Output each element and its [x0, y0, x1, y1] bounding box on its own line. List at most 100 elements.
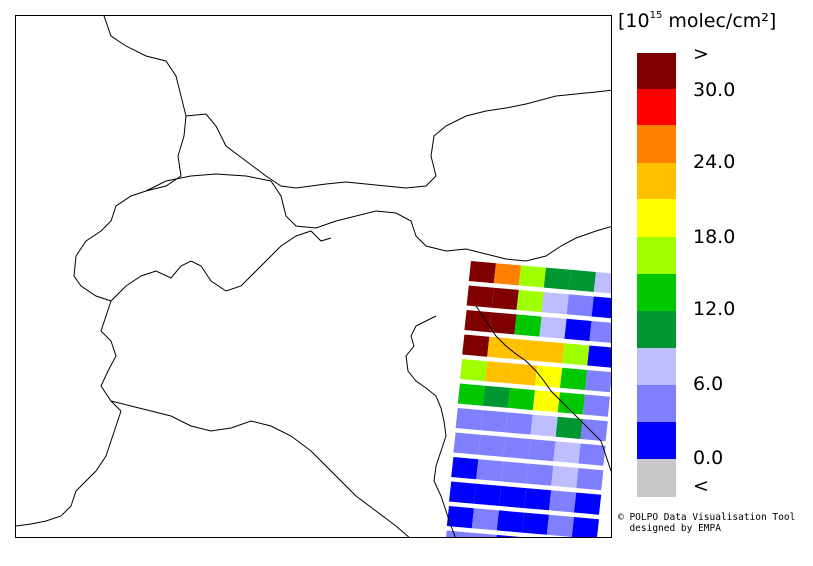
- swath-cell: [571, 517, 599, 537]
- swath-cell: [514, 314, 542, 337]
- swath-cell: [505, 412, 533, 435]
- legend-title: [1015 molec/cm²]: [618, 10, 776, 32]
- swath-cell: [553, 441, 581, 464]
- swath-cell: [528, 439, 556, 462]
- credit-text: © POLPO Data Visualisation Tool designed…: [618, 512, 795, 534]
- legend-label-12: 12.0: [693, 298, 736, 320]
- france-germany-border: [73, 16, 187, 302]
- legend-label-6: 6.0: [693, 373, 724, 395]
- swath-cell: [476, 459, 504, 482]
- swath-cell: [471, 508, 499, 531]
- swath-cell: [518, 265, 546, 288]
- swath-cell: [512, 338, 540, 362]
- swath-cell: [466, 285, 494, 308]
- swath-cell: [535, 365, 563, 388]
- swath-cell: [468, 261, 496, 284]
- swath-cell: [557, 392, 585, 415]
- legend-swatch: [637, 163, 676, 199]
- map-panel[interactable]: [15, 15, 612, 538]
- swath-cell: [564, 318, 592, 341]
- switzerland-outline: [145, 173, 611, 262]
- swath-cell: [580, 419, 608, 442]
- alpine-region-map: [16, 16, 611, 538]
- swath-cell: [543, 267, 571, 290]
- swath-cell: [537, 341, 565, 364]
- swath-cell: [482, 385, 510, 408]
- italy-france-border: [16, 300, 122, 527]
- swath-cell: [541, 292, 569, 315]
- legend-label-24: 24.0: [693, 151, 736, 173]
- legend-swatch: [637, 237, 676, 274]
- swath-cell: [532, 390, 560, 413]
- legend-label-30: 30.0: [693, 79, 736, 101]
- swath-cell: [539, 316, 567, 339]
- swath-cell: [546, 514, 574, 537]
- swath-cell: [516, 289, 544, 313]
- swath-cell: [578, 443, 606, 466]
- swath-cell: [549, 490, 577, 513]
- swath-cell: [520, 537, 547, 538]
- legend-swatch: [637, 311, 676, 348]
- legend-swatch: [637, 89, 676, 125]
- legend-label-under: <: [693, 475, 709, 497]
- swath-cell: [474, 483, 502, 506]
- swath-cell: [499, 485, 527, 509]
- legend-title-unit: molec/cm²]: [662, 10, 777, 32]
- swath-cell: [462, 334, 490, 357]
- swath-cell: [491, 287, 519, 310]
- swath-cell: [576, 468, 604, 491]
- swath-cell: [555, 416, 583, 439]
- swath-cell: [510, 363, 538, 386]
- swath-cell: [496, 510, 524, 533]
- swath-cell: [574, 492, 602, 515]
- swath-cell: [455, 408, 483, 431]
- swath-cell: [551, 465, 579, 488]
- swath-cell: [478, 434, 506, 457]
- map-outlines: [16, 16, 611, 537]
- swath-cell: [524, 488, 552, 511]
- satellite-swath: [446, 261, 611, 538]
- germany-austria-border: [185, 89, 611, 189]
- swath-cell: [480, 410, 508, 433]
- legend-swatch: [637, 199, 676, 237]
- swath-cell: [591, 296, 611, 319]
- swath-cell: [589, 321, 611, 343]
- legend-label-18: 18.0: [693, 226, 736, 248]
- swath-cell: [560, 367, 588, 390]
- swath-cell: [568, 269, 596, 292]
- credit-line-1: © POLPO Data Visualisation Tool: [618, 512, 796, 523]
- swath-cell: [501, 461, 529, 484]
- adriatic-coast: [405, 315, 456, 537]
- swath-cell: [449, 481, 477, 504]
- swath-cell: [457, 383, 485, 406]
- swath-cell: [493, 263, 521, 286]
- legend-label-0: 0.0: [693, 447, 724, 469]
- swath-cell: [489, 312, 517, 335]
- swath-cell: [593, 272, 611, 294]
- legend-swatch: [637, 348, 676, 385]
- swath-cell: [507, 387, 535, 411]
- swath-cell: [566, 294, 594, 317]
- swath-cell: [446, 530, 472, 537]
- legend-swatch: [637, 422, 676, 459]
- swath-cell: [526, 463, 554, 486]
- swath-cell: [446, 506, 474, 529]
- swath-cell: [562, 343, 590, 366]
- swiss-italy-border: [110, 230, 332, 302]
- color-scale-bar: [637, 53, 676, 497]
- legend-swatch: [637, 53, 676, 89]
- swath-cell: [582, 394, 610, 417]
- swath-cell: [521, 512, 549, 535]
- swath-cell: [453, 432, 481, 455]
- balkan-coast: [475, 305, 611, 472]
- swath-cell: [503, 436, 531, 460]
- swath-cell: [585, 370, 611, 393]
- legend-title-prefix: [10: [618, 10, 650, 32]
- swath-cell: [460, 359, 488, 382]
- swath-cell: [487, 336, 515, 359]
- swath-cell: [471, 532, 497, 537]
- legend-swatch: [637, 125, 676, 163]
- swath-cell: [485, 361, 513, 384]
- swath-cell: [530, 414, 558, 437]
- legend-title-exponent: 15: [649, 10, 663, 21]
